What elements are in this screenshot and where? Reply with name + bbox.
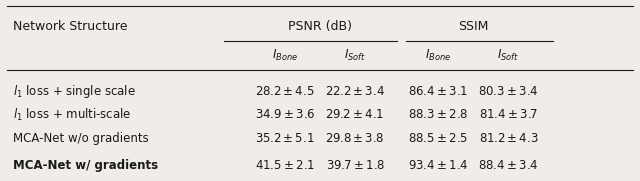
Text: SSIM: SSIM	[458, 20, 488, 33]
Text: $l_1$ loss + multi-scale: $l_1$ loss + multi-scale	[13, 107, 132, 123]
Text: MCA-Net w/ gradients: MCA-Net w/ gradients	[13, 159, 159, 172]
Text: $I_{Bone}$: $I_{Bone}$	[272, 48, 298, 63]
Text: $93.4 \pm 1.4$: $93.4 \pm 1.4$	[408, 159, 468, 172]
Text: MCA-Net w/o gradients: MCA-Net w/o gradients	[13, 132, 149, 145]
Text: $81.4 \pm 3.7$: $81.4 \pm 3.7$	[479, 108, 538, 121]
Text: PSNR (dB): PSNR (dB)	[288, 20, 352, 33]
Text: $80.3 \pm 3.4$: $80.3 \pm 3.4$	[478, 85, 539, 98]
Text: $22.2 \pm 3.4$: $22.2 \pm 3.4$	[325, 85, 385, 98]
Text: $88.3 \pm 2.8$: $88.3 \pm 2.8$	[408, 108, 468, 121]
Text: $81.2 \pm 4.3$: $81.2 \pm 4.3$	[479, 132, 538, 145]
Text: $35.2 \pm 5.1$: $35.2 \pm 5.1$	[255, 132, 315, 145]
Text: $34.9 \pm 3.6$: $34.9 \pm 3.6$	[255, 108, 315, 121]
Text: Network Structure: Network Structure	[13, 20, 128, 33]
Text: $88.4 \pm 3.4$: $88.4 \pm 3.4$	[478, 159, 539, 172]
Text: $29.2 \pm 4.1$: $29.2 \pm 4.1$	[326, 108, 385, 121]
Text: $I_{Soft}$: $I_{Soft}$	[497, 48, 520, 63]
Text: $41.5 \pm 2.1$: $41.5 \pm 2.1$	[255, 159, 315, 172]
Text: $29.8 \pm 3.8$: $29.8 \pm 3.8$	[325, 132, 385, 145]
Text: $86.4 \pm 3.1$: $86.4 \pm 3.1$	[408, 85, 468, 98]
Text: $39.7 \pm 1.8$: $39.7 \pm 1.8$	[326, 159, 385, 172]
Text: $l_1$ loss + single scale: $l_1$ loss + single scale	[13, 83, 136, 100]
Text: $88.5 \pm 2.5$: $88.5 \pm 2.5$	[408, 132, 468, 145]
Text: $28.2 \pm 4.5$: $28.2 \pm 4.5$	[255, 85, 315, 98]
Text: $I_{Bone}$: $I_{Bone}$	[425, 48, 451, 63]
Text: $I_{Soft}$: $I_{Soft}$	[344, 48, 366, 63]
